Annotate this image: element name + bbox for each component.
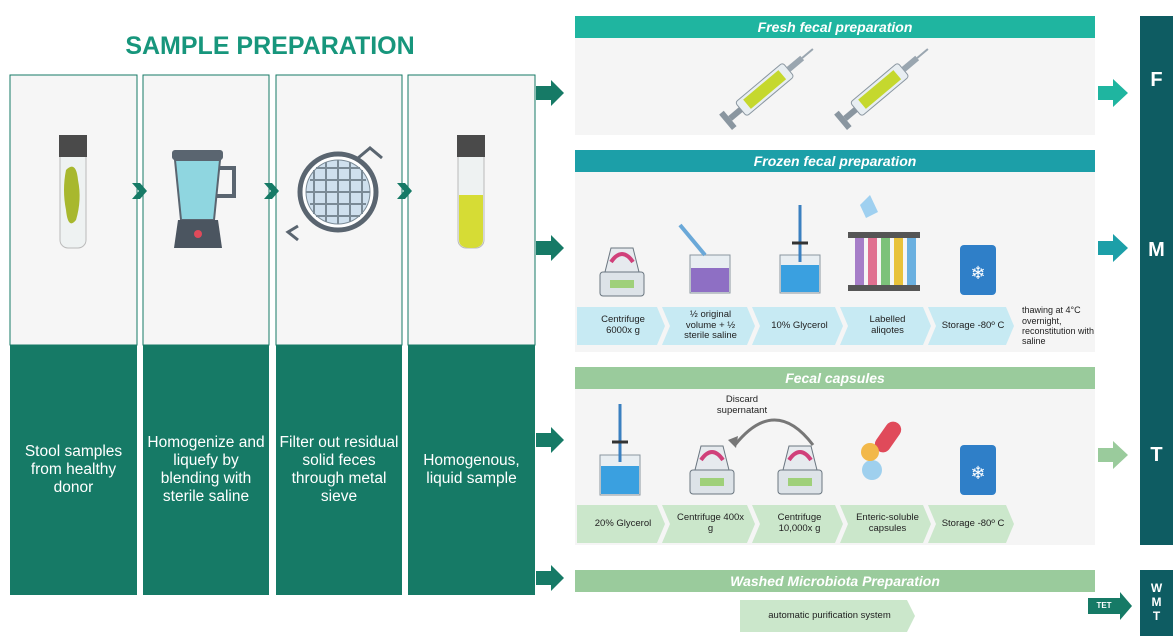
arrow (1098, 441, 1128, 469)
panel-title: Washed Microbiota Preparation (575, 570, 1095, 592)
step-label: Labelled aliqotes (840, 307, 931, 345)
diagram: ❄ ❄ SAMPLE PREPARATION Stool samples from… (0, 0, 1173, 636)
step-label: ½ original volume + ½ sterile saline (662, 307, 755, 345)
output-label: M (1140, 235, 1173, 265)
output-label: F (1140, 65, 1173, 95)
step-label: Stool samples from healthy donor (10, 400, 137, 540)
arrow (1098, 79, 1128, 107)
tube-icon (59, 135, 87, 248)
step-label: Storage -80º C (928, 505, 1014, 543)
arrow (1098, 234, 1128, 262)
step-label: Centrifuge 6000x g (577, 307, 665, 345)
output-letter: T (1153, 610, 1160, 624)
output-letter: M (1152, 596, 1162, 610)
annotation: Discard supernatant (712, 393, 772, 419)
output-label: T (1140, 440, 1173, 470)
step-label: Centrifuge 10,000x g (752, 505, 843, 543)
svg-text:❄: ❄ (970, 263, 985, 283)
freezer-icon: ❄ (960, 445, 996, 495)
step-label: Enteric-soluble capsules (840, 505, 931, 543)
step-label: Centrifuge 400x g (662, 505, 755, 543)
step-label: Storage -80º C (928, 307, 1014, 345)
arrows (536, 80, 564, 591)
note: thawing at 4°C overnight, reconstitution… (1022, 300, 1097, 352)
step-label: 20% Glycerol (577, 505, 665, 543)
step-label: Homogenous, liquid sample (408, 400, 535, 540)
output-letter: W (1151, 582, 1162, 596)
panel-title: Frozen fecal preparation (575, 150, 1095, 172)
panel-title: Fecal capsules (575, 367, 1095, 389)
svg-text:❄: ❄ (970, 463, 985, 483)
step-label: Filter out residual solid feces through … (276, 400, 402, 540)
liquid-tube-icon (457, 135, 485, 248)
panel-body (575, 38, 1095, 135)
step-label: 10% Glycerol (752, 307, 843, 345)
panel-title: Fresh fecal preparation (575, 16, 1095, 38)
arrow-label: TET (1088, 598, 1120, 614)
step-label: automatic purification system (740, 600, 915, 632)
step-label: Homogenize and liquefy by blending with … (143, 400, 269, 540)
freezer-icon: ❄ (960, 245, 996, 295)
title: SAMPLE PREPARATION (80, 28, 460, 64)
